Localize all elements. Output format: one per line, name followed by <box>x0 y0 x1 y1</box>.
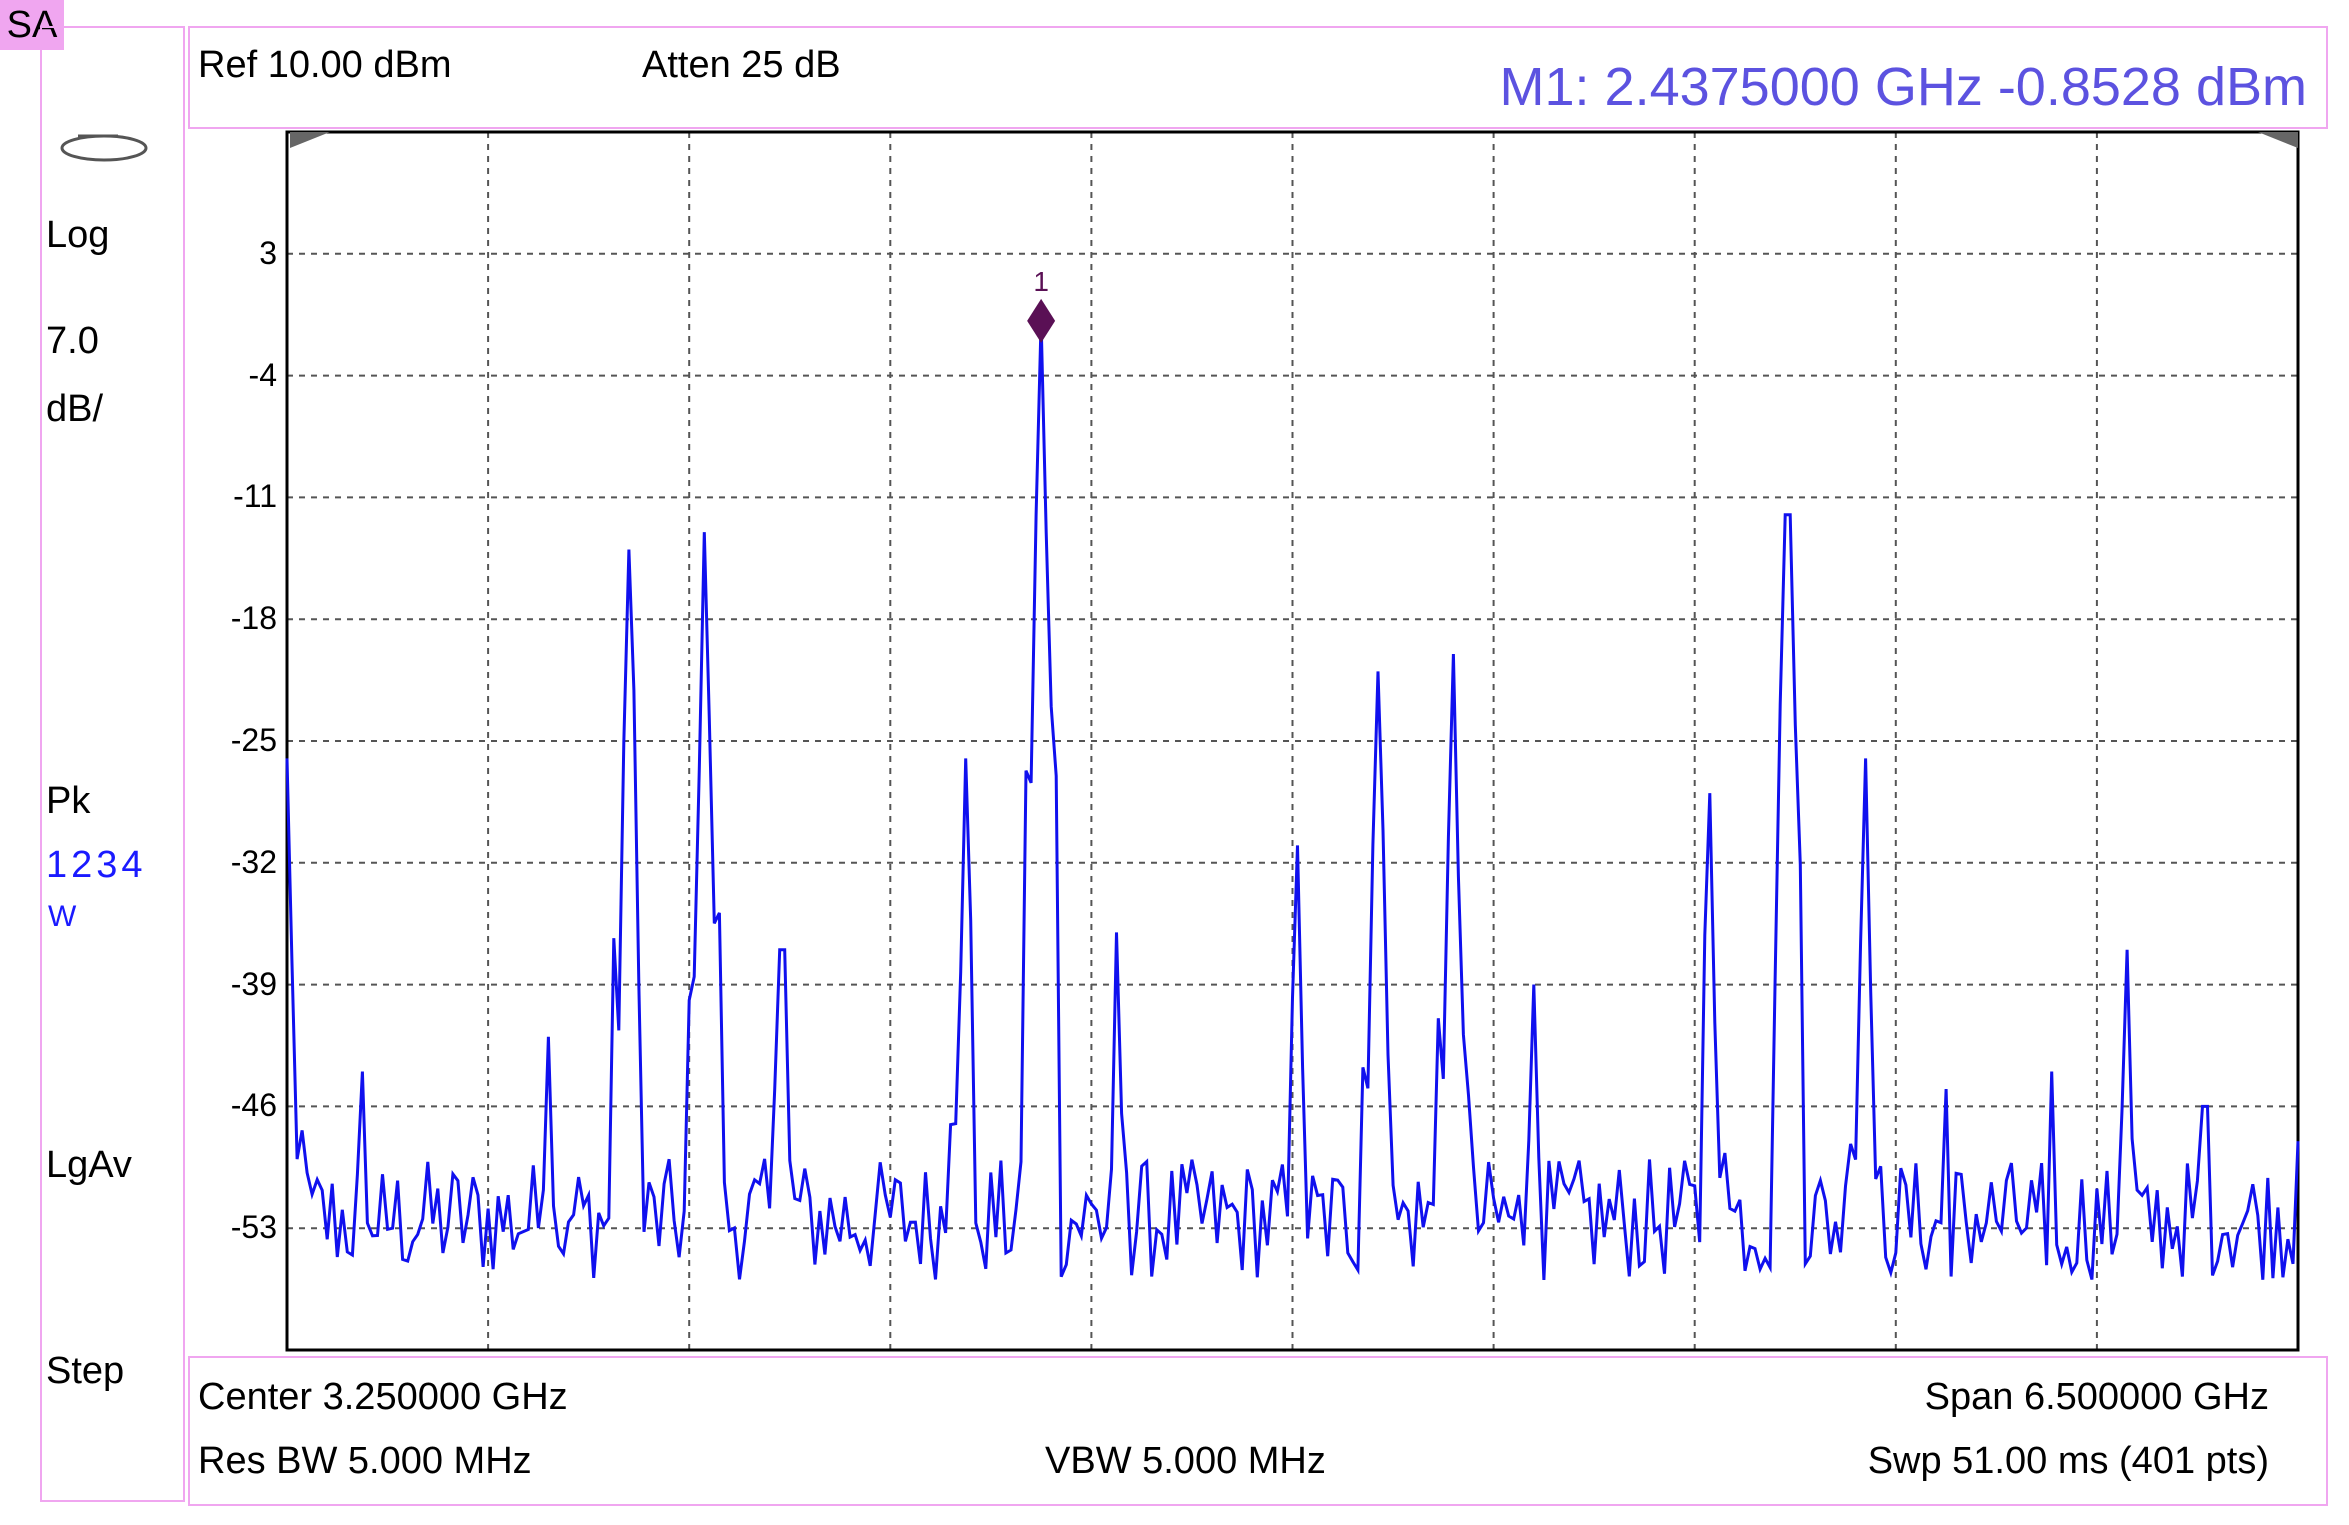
trace-mode-label: W <box>48 900 77 933</box>
center-frequency-label: Center 3.250000 GHz <box>198 1376 568 1418</box>
y-tick-label: -32 <box>230 843 277 880</box>
y-tick-label: -53 <box>230 1209 277 1246</box>
span-label: Span 6.500000 GHz <box>1924 1376 2269 1418</box>
corner-indicator-right <box>2258 132 2298 148</box>
y-tick-label: -25 <box>230 722 277 758</box>
trace-select[interactable]: 1234 <box>46 844 147 886</box>
plot-frame <box>285 130 2300 1352</box>
marker-readout: M1: 2.4375000 GHz -0.8528 dBm <box>1499 57 2307 117</box>
scale-unit-label: dB/ <box>46 388 104 430</box>
trace-1-line <box>285 320 2300 1280</box>
y-tick-label: -4 <box>248 356 277 393</box>
scale-value-label: 7.0 <box>46 320 99 362</box>
y-tick-label: -18 <box>230 600 277 637</box>
marker-number-label: 1 <box>1033 266 1049 297</box>
marker-1[interactable]: 1 <box>1027 266 1056 343</box>
grid <box>287 132 2298 1350</box>
header-panel <box>188 26 2328 129</box>
step-label[interactable]: Step <box>46 1350 125 1392</box>
corner-indicator-left <box>290 132 330 148</box>
scale-type-label: Log <box>46 214 110 256</box>
average-type-label: LgAv <box>46 1144 132 1186</box>
sweep-label: Swp 51.00 ms (401 pts) <box>1867 1440 2269 1482</box>
mode-badge[interactable]: SA <box>0 0 64 50</box>
y-tick-label: 3 <box>259 234 277 271</box>
y-tick-label: -39 <box>230 965 277 1002</box>
sweep-indicator-icon <box>60 134 148 162</box>
y-tick-label: -11 <box>233 478 277 515</box>
vbw-label: VBW 5.000 MHz <box>1045 1440 1326 1482</box>
ref-level-label: Ref 10.00 dBm <box>198 44 452 86</box>
attenuation-label: Atten 25 dB <box>642 44 841 86</box>
footer-panel <box>188 1356 2328 1506</box>
detector-label: Pk <box>46 780 91 822</box>
res-bw-label: Res BW 5.000 MHz <box>198 1440 532 1482</box>
left-status-panel <box>40 26 185 1502</box>
y-tick-label: -46 <box>230 1087 277 1124</box>
marker-diamond-icon[interactable] <box>1027 298 1056 343</box>
